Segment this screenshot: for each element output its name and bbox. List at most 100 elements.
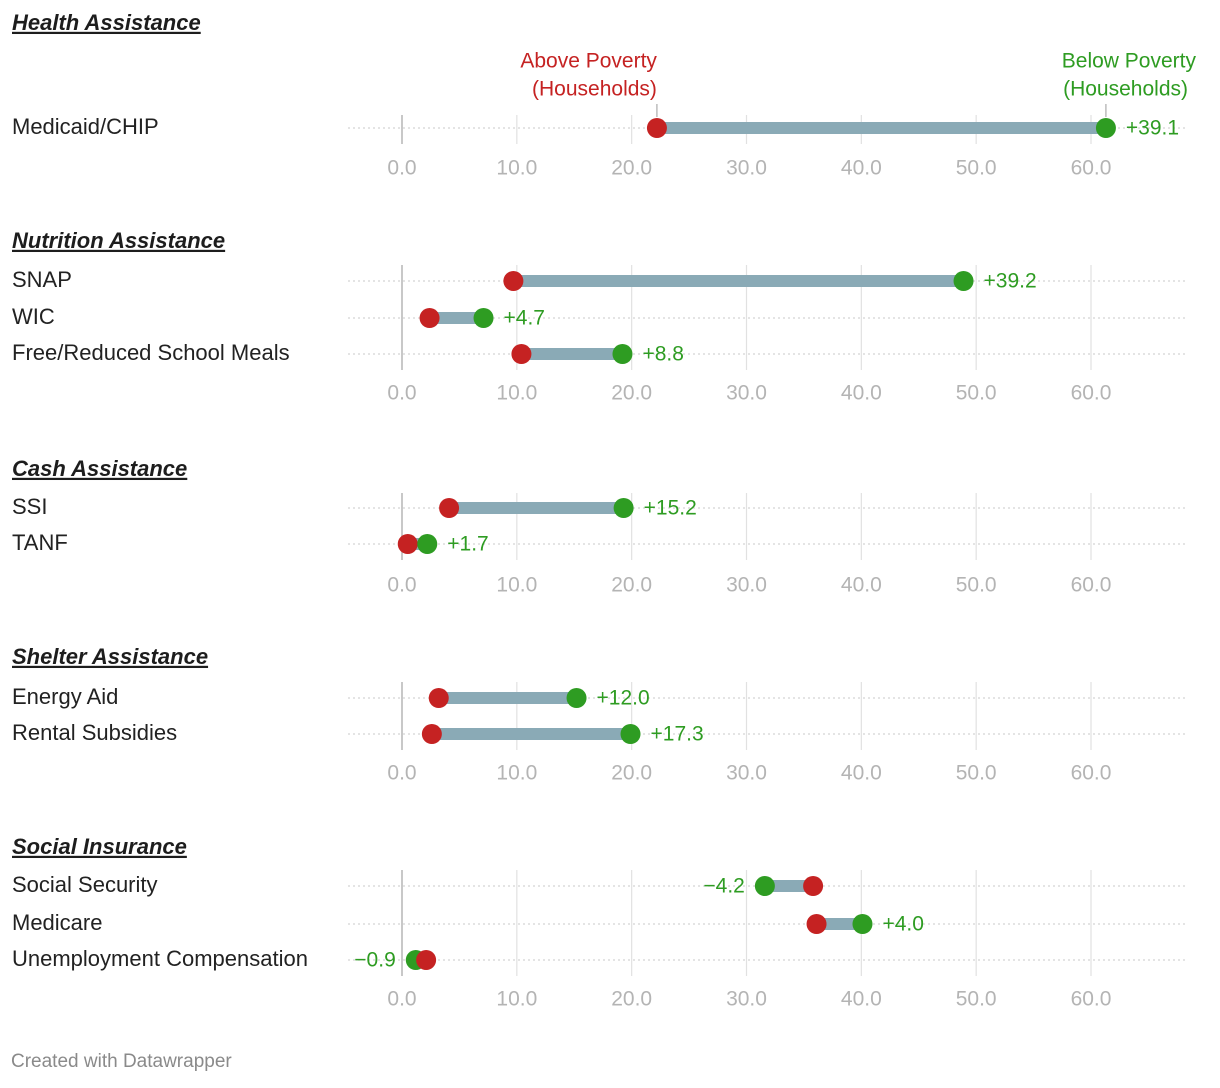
tick-label: 40.0 (841, 988, 882, 1011)
dot-above-poverty (419, 308, 440, 328)
section-title: Cash Assistance (12, 456, 187, 481)
row-medicaid-chip: Medicaid/CHIP +39.1 (12, 114, 1188, 140)
tick-label: 60.0 (1071, 988, 1112, 1011)
section-title: Health Assistance (12, 10, 201, 35)
tick-label: 40.0 (841, 762, 882, 785)
tick-label: 30.0 (726, 574, 767, 597)
tick-label: 20.0 (611, 157, 652, 180)
row-label: Rental Subsidies (12, 720, 177, 745)
tick-label: 0.0 (387, 762, 416, 785)
tick-label: 0.0 (387, 574, 416, 597)
tick-label: 50.0 (956, 988, 997, 1011)
row-medicare: Medicare +4.0 (12, 910, 1188, 936)
row-label: WIC (12, 304, 55, 329)
dot-above-poverty (803, 876, 824, 896)
dot-below-poverty (612, 344, 633, 364)
row-label: Medicare (12, 910, 102, 935)
dot-above-poverty (416, 950, 437, 970)
section-title: Social Insurance (12, 834, 187, 859)
tick-label: 30.0 (726, 382, 767, 405)
dot-below-poverty (620, 724, 641, 744)
row-wic: WIC +4.7 (12, 304, 1188, 330)
tick-label: 20.0 (611, 988, 652, 1011)
difference-label: −0.9 (354, 949, 395, 972)
tick-label: 60.0 (1071, 157, 1112, 180)
tick-label: 20.0 (611, 382, 652, 405)
dot-below-poverty (473, 308, 494, 328)
difference-label: +4.0 (882, 913, 923, 936)
tick-label: 50.0 (956, 762, 997, 785)
tick-label: 0.0 (387, 988, 416, 1011)
legend-below-line1: Below Poverty (1062, 50, 1197, 73)
dot-below-poverty (613, 498, 634, 518)
dot-above-poverty (421, 724, 442, 744)
difference-label: +15.2 (644, 497, 697, 520)
row-label: Unemployment Compensation (12, 946, 308, 971)
dot-below-poverty (754, 876, 775, 896)
dot-below-poverty (566, 688, 587, 708)
dot-below-poverty (953, 271, 974, 291)
legend: Above Poverty (Households) Below Poverty (H… (520, 50, 1196, 117)
difference-label: +39.1 (1126, 117, 1179, 140)
tick-label: 50.0 (956, 574, 997, 597)
tick-label: 40.0 (841, 382, 882, 405)
tick-label: 20.0 (611, 574, 652, 597)
row-energy-aid: Energy Aid +12.0 (12, 684, 1188, 710)
tick-label: 60.0 (1071, 574, 1112, 597)
legend-below-line2: (Households) (1063, 78, 1188, 101)
row-tanf: TANF +1.7 (12, 530, 1188, 556)
row-unemployment-compensation: Unemployment Compensation −0.9 (12, 946, 1188, 972)
row-snap: SNAP +39.2 (12, 267, 1188, 293)
dot-above-poverty (503, 271, 524, 291)
legend-above-line1: Above Poverty (520, 50, 657, 73)
tick-label: 30.0 (726, 762, 767, 785)
tick-label: 60.0 (1071, 762, 1112, 785)
legend-above-line2: (Households) (532, 78, 657, 101)
dot-above-poverty (439, 498, 460, 518)
dot-above-poverty (428, 688, 449, 708)
row-label: TANF (12, 530, 68, 555)
tick-label: 10.0 (496, 382, 537, 405)
row-label: SSI (12, 494, 47, 519)
row-label: SNAP (12, 267, 72, 292)
group-3: Shelter Assistance 0.0 10.0 20.0 30.0 40.0 50.… (12, 644, 1188, 785)
tick-label: 0.0 (387, 382, 416, 405)
tick-label: 50.0 (956, 382, 997, 405)
tick-label: 30.0 (726, 988, 767, 1011)
tick-label: 60.0 (1071, 382, 1112, 405)
tick-label: 10.0 (496, 762, 537, 785)
footer-credit: Created with Datawrapper (11, 1051, 232, 1072)
dot-above-poverty (511, 344, 532, 364)
difference-label: +4.7 (504, 307, 545, 330)
difference-label: +39.2 (984, 270, 1037, 293)
tick-label: 10.0 (496, 157, 537, 180)
tick-label: 10.0 (496, 574, 537, 597)
dot-above-poverty (806, 914, 827, 934)
tick-label: 0.0 (387, 157, 416, 180)
row-ssi: SSI +15.2 (12, 494, 1188, 520)
tick-label: 40.0 (841, 574, 882, 597)
dot-below-poverty (1095, 118, 1116, 138)
tick-label: 40.0 (841, 157, 882, 180)
dot-below-poverty (417, 534, 438, 554)
difference-label: +17.3 (651, 723, 704, 746)
group-1: Nutrition Assistance 0.0 10.0 20.0 30.0 40.0 5… (12, 228, 1188, 405)
tick-label: 30.0 (726, 157, 767, 180)
dot-below-poverty (852, 914, 873, 934)
row-social-security: Social Security −4.2 (12, 872, 1188, 898)
row-label: Energy Aid (12, 684, 118, 709)
difference-label: +1.7 (447, 533, 488, 556)
group-0: Health Assistance 0.0 10.0 20.0 30.0 40.0 50.0… (12, 10, 1188, 180)
row-label: Free/Reduced School Meals (12, 340, 290, 365)
section-title: Shelter Assistance (12, 644, 208, 669)
row-free-reduced-school-meals: Free/Reduced School Meals +8.8 (12, 340, 1188, 366)
tick-label: 10.0 (496, 988, 537, 1011)
row-label: Social Security (12, 872, 158, 897)
difference-label: +12.0 (597, 687, 650, 710)
difference-label: +8.8 (642, 343, 683, 366)
row-label: Medicaid/CHIP (12, 114, 159, 139)
group-2: Cash Assistance 0.0 10.0 20.0 30.0 40.0 50.0 60… (12, 456, 1188, 597)
row-rental-subsidies: Rental Subsidies +17.3 (12, 720, 1188, 746)
dot-above-poverty (397, 534, 418, 554)
